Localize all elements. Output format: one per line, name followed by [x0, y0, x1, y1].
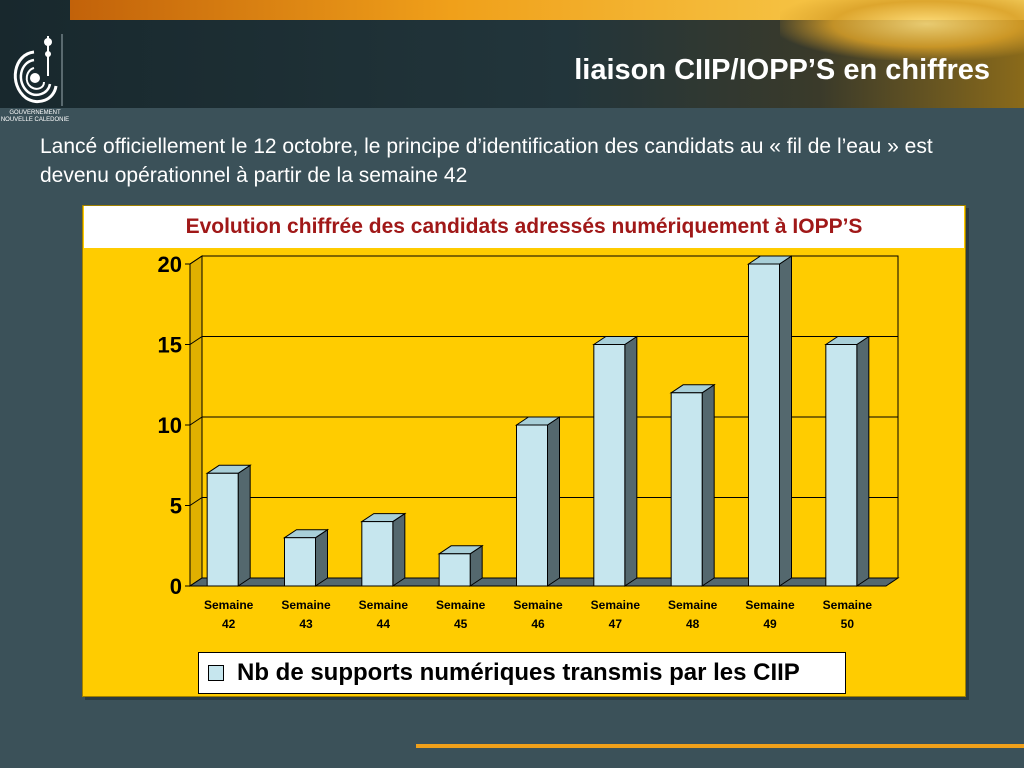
bar [670, 392, 703, 587]
bar-side [779, 255, 792, 587]
x-tick-label-number: 43 [299, 617, 313, 631]
y-tick-label: 10 [158, 413, 182, 438]
x-tick-label-number: 44 [377, 617, 391, 631]
gridline-side [189, 255, 203, 265]
bar-side [237, 464, 251, 587]
bar [284, 537, 316, 587]
bar [361, 521, 394, 587]
x-tick-label: Semaine [436, 598, 486, 612]
slide-title: liaison CIIP/IOPP’S en chiffres [574, 54, 990, 86]
x-tick-label-number: 49 [763, 617, 777, 631]
y-tick-label: 20 [158, 252, 182, 277]
x-tick-label: Semaine [204, 598, 254, 612]
x-tick-label-number: 45 [454, 617, 468, 631]
bar [593, 344, 626, 587]
bar-side [701, 383, 715, 587]
x-tick-label: Semaine [591, 598, 641, 612]
legend-swatch [208, 665, 224, 681]
bar-side [547, 416, 560, 587]
y-tick-label: 5 [170, 494, 182, 519]
x-tick-label: Semaine [823, 598, 873, 612]
chart-legend: Nb de supports numériques transmis par l… [198, 652, 846, 694]
x-tick-label: Semaine [745, 598, 795, 612]
x-tick-label-number: 47 [609, 617, 623, 631]
legend-label: Nb de supports numériques transmis par l… [237, 659, 800, 686]
chart-title: Evolution chiffrée des candidats adressé… [185, 215, 863, 238]
coins-decoration [780, 0, 1024, 60]
bar [748, 263, 780, 587]
chart-title-background [84, 206, 964, 248]
x-tick-label: Semaine [513, 598, 563, 612]
y-tick-label: 0 [170, 574, 182, 599]
government-logo-icon [13, 34, 63, 106]
intro-paragraph: Lancé officiellement le 12 octobre, le p… [40, 135, 933, 187]
x-tick-label: Semaine [359, 598, 409, 612]
x-tick-label-number: 42 [222, 617, 236, 631]
x-tick-label: Semaine [668, 598, 718, 612]
y-tick-label: 15 [158, 333, 182, 358]
bar-side [392, 512, 406, 587]
x-tick-label-number: 46 [531, 617, 545, 631]
x-tick-label-number: 50 [841, 617, 855, 631]
gridline-side [189, 416, 203, 426]
bar-side [315, 528, 328, 587]
bar-side [856, 335, 870, 587]
x-tick-label: Semaine [281, 598, 331, 612]
bar [516, 424, 548, 587]
bar [825, 344, 858, 587]
x-tick-label-number: 48 [686, 617, 700, 631]
bar [206, 472, 239, 587]
logo-caption: GOUVERNEMENT NOUVELLE CALEDONIE [0, 110, 70, 123]
bar [438, 553, 471, 587]
bar-side [624, 335, 638, 587]
footer-accent-line [416, 744, 1024, 748]
gridline-side [189, 497, 203, 506]
gridline-side [189, 336, 203, 345]
